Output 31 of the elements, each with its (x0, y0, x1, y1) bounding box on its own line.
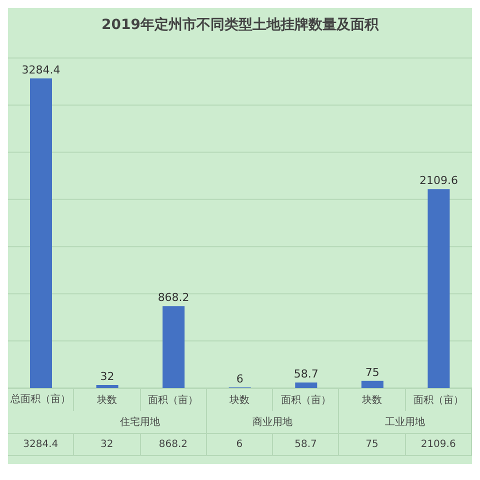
data-label: 58.7 (273, 433, 340, 455)
bar (162, 306, 185, 388)
text: 6 (236, 372, 244, 386)
data-label: 3284.4 (8, 433, 74, 455)
x-tick-label: 面积（亩） (140, 389, 207, 411)
x-tick-label: 总面积（亩） (8, 389, 74, 411)
data-label: 6 (206, 433, 274, 455)
bar (295, 382, 318, 388)
text: 2109.6 (419, 174, 458, 188)
data-label: 75 (339, 433, 406, 455)
x-tick-label: 块数 (339, 389, 406, 411)
x-tick-label: 块数 (74, 389, 141, 411)
text: 58.7 (294, 367, 318, 380)
data-label: 2109.6 (406, 433, 472, 455)
data-label: 868.2 (140, 433, 207, 455)
text: 住宅用地 (74, 411, 207, 433)
chart-title: 2019年定州市不同类型土地挂牌数量及面积 (100, 16, 380, 35)
bar (428, 189, 450, 388)
data-label: 32 (74, 433, 141, 455)
text: 工业用地 (339, 411, 472, 433)
bar (361, 380, 384, 388)
x-tick-label: 块数 (206, 389, 274, 411)
text: 商业用地 (206, 411, 340, 433)
text: 868.2 (158, 291, 190, 304)
bar (96, 384, 118, 388)
x-tick-label: 面积（亩） (406, 389, 472, 411)
x-tick-label: 面积（亩） (273, 389, 340, 411)
text: 75 (365, 366, 380, 379)
bar (30, 78, 52, 388)
text: 32 (100, 370, 114, 383)
text: 3284.4 (22, 63, 60, 76)
